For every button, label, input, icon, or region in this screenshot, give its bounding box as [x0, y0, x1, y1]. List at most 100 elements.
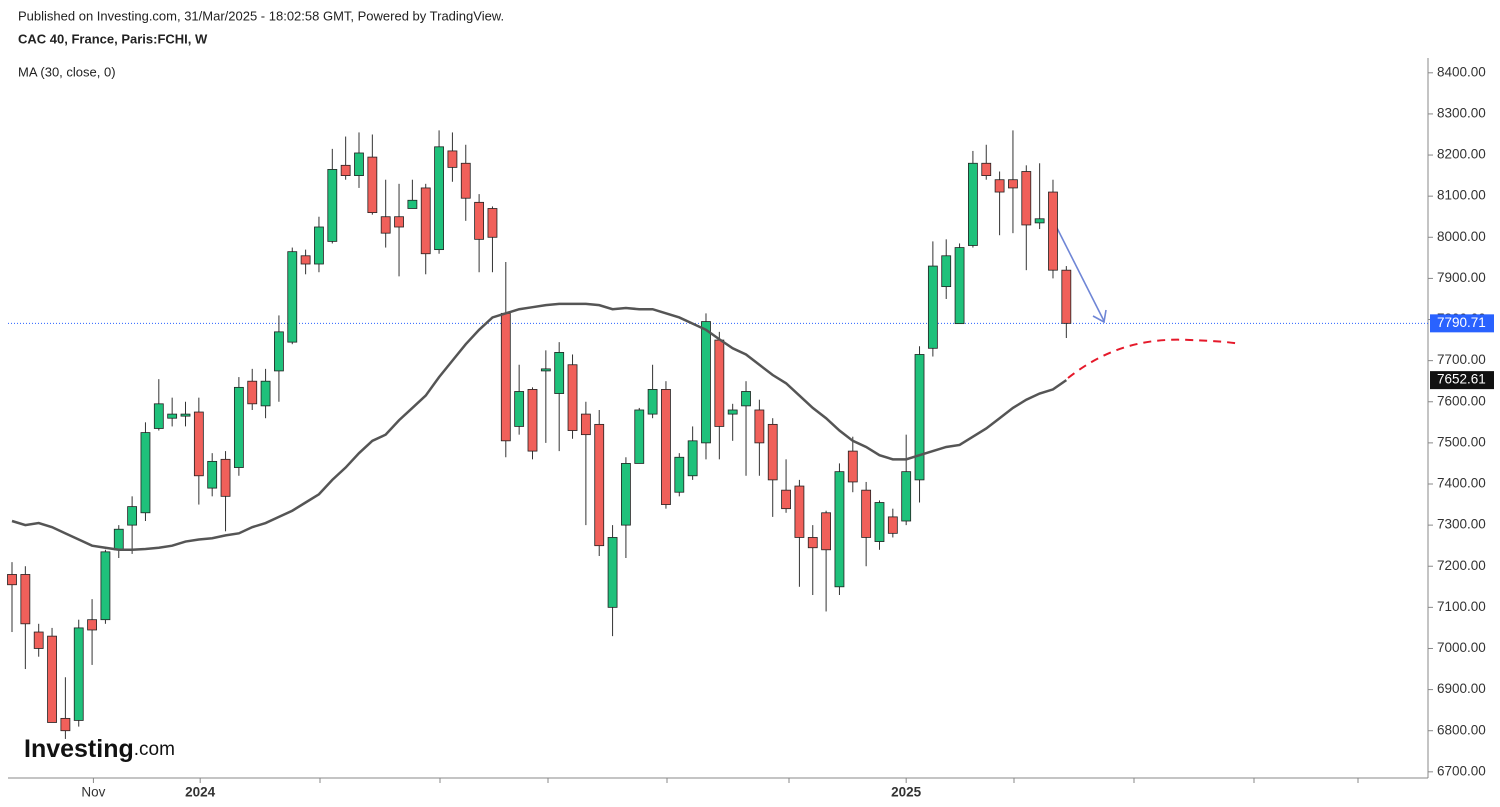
chart-title: CAC 40, France, Paris:FCHI, W: [18, 31, 208, 46]
candle-body: [834, 471, 845, 588]
candle-body: [727, 409, 738, 415]
y-tick-label: 8200.00: [1437, 147, 1486, 162]
candle-body: [113, 528, 124, 551]
candle-body: [580, 413, 591, 436]
y-tick-label: 6700.00: [1437, 763, 1486, 778]
candle-body: [621, 463, 631, 526]
candle-body: [33, 631, 44, 649]
candle-body: [607, 537, 618, 608]
candle-body: [1021, 171, 1032, 226]
y-tick-label: 7600.00: [1437, 393, 1486, 408]
candle-body: [554, 352, 565, 394]
candle-body: [954, 247, 965, 325]
candle-body: [968, 162, 978, 246]
candle-body: [754, 409, 765, 444]
candle-body: [567, 364, 578, 431]
y-tick-label: 8100.00: [1437, 188, 1486, 203]
brand-suffix: .com: [134, 739, 175, 760]
candle-body: [474, 201, 485, 240]
indicator-label: MA (30, close, 0): [18, 64, 116, 79]
candle-body: [674, 456, 685, 493]
minor-x-ticks: [319, 778, 1359, 783]
candle-body: [701, 321, 711, 444]
candle-body: [407, 199, 418, 209]
candle-body: [233, 386, 244, 468]
candle-body: [247, 380, 258, 405]
last-price-label: 7790.71: [1437, 315, 1486, 330]
y-tick-label: 6800.00: [1437, 722, 1486, 737]
candle-body: [7, 574, 17, 586]
candle-body: [847, 450, 858, 483]
forecast-arrow: [1055, 225, 1107, 324]
candle-body: [460, 162, 471, 199]
candle-body: [207, 460, 218, 489]
candle-body: [47, 635, 57, 723]
x-tick-label: 2024: [185, 785, 216, 800]
candle-body: [994, 179, 1005, 193]
y-tick-label: 8000.00: [1437, 229, 1486, 244]
brand-name: Investing: [24, 735, 134, 763]
candle-body: [794, 485, 805, 538]
ma-price-box: [1430, 371, 1494, 390]
candle-body: [1034, 218, 1045, 224]
candle-body: [167, 413, 178, 419]
candle-body: [1008, 179, 1018, 189]
candle-body: [193, 411, 204, 477]
y-tick-label: 7700.00: [1437, 352, 1486, 367]
candle-body: [153, 403, 164, 429]
candle-body: [661, 389, 671, 505]
candle-body: [941, 255, 952, 288]
candle-body: [981, 162, 992, 177]
candle-body: [180, 413, 191, 417]
candle-body: [807, 537, 818, 549]
candle-body: [73, 627, 84, 721]
candle-body: [781, 489, 791, 510]
y-tick-label: 7500.00: [1437, 434, 1486, 449]
candle-body: [274, 331, 284, 372]
candle-body: [861, 489, 872, 538]
candle-body: [887, 516, 898, 534]
candle-body: [1061, 269, 1072, 324]
candle-body: [87, 619, 97, 631]
projection-curve: [1067, 338, 1241, 379]
candle-body: [540, 368, 551, 372]
candle-body: [420, 187, 431, 255]
y-tick-label: 7200.00: [1437, 558, 1486, 573]
candle-body: [1048, 191, 1058, 271]
candle-body: [140, 432, 151, 514]
candle-body: [340, 164, 351, 177]
candle-body: [500, 312, 511, 442]
candle-body: [300, 255, 311, 265]
candle-body: [767, 423, 778, 481]
candle-body: [20, 574, 31, 625]
candle-body: [367, 156, 378, 214]
candle-body: [527, 389, 538, 452]
brand-logo: Investing.com: [24, 735, 175, 763]
candle-body: [594, 423, 605, 547]
candle-body: [380, 216, 391, 234]
moving-average: [11, 302, 1068, 552]
y-tick-label: 8300.00: [1437, 105, 1486, 120]
candle-body: [634, 409, 645, 464]
candle-body: [287, 251, 298, 343]
candle-body: [874, 502, 885, 542]
y-tick-label: 7300.00: [1437, 517, 1486, 532]
candle-body: [914, 354, 925, 481]
candle-body: [314, 226, 324, 265]
y-tick-label: 7400.00: [1437, 476, 1486, 491]
candle-body: [394, 216, 404, 228]
candle-body: [260, 380, 271, 407]
candle-body: [100, 551, 111, 621]
y-tick-label: 8400.00: [1437, 64, 1486, 79]
candle-body: [741, 391, 751, 407]
ma-price-label: 7652.61: [1437, 372, 1486, 387]
candle-body: [220, 458, 231, 497]
y-tick-label: 6900.00: [1437, 681, 1486, 696]
y-tick-label: 7100.00: [1437, 599, 1486, 614]
candle-body: [927, 265, 938, 349]
x-tick-label: Nov: [81, 785, 105, 800]
candle-body: [127, 506, 138, 526]
candle-body: [447, 150, 458, 168]
last-price-box: [1430, 314, 1494, 333]
